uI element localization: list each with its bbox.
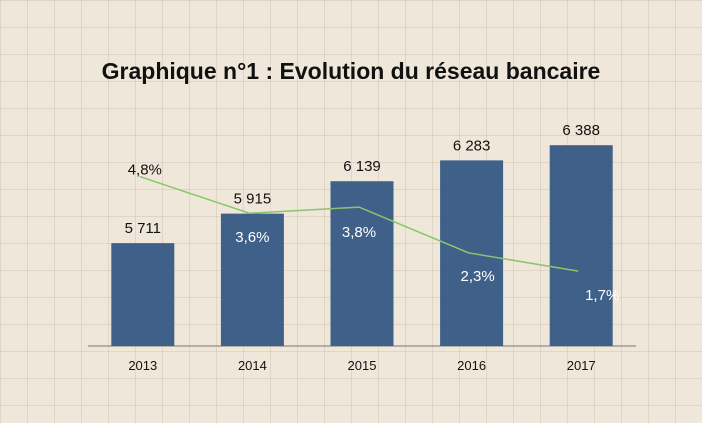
bar-value-label-2014: 5 915 — [234, 191, 272, 208]
bar-value-label-2016: 6 283 — [453, 137, 491, 154]
rate-label-2013: 4,8% — [128, 162, 162, 179]
chart-title: Graphique n°1 : Evolution du réseau banc… — [101, 58, 601, 84]
rate-label-2015: 3,8% — [342, 224, 376, 241]
bar-2017 — [549, 145, 613, 346]
bar-value-label-2017: 6 388 — [562, 122, 600, 139]
bar-value-label-2013: 5 711 — [125, 220, 161, 237]
rate-line — [139, 175, 579, 272]
x-tick-label-2015: 2015 — [348, 358, 377, 373]
bar-2015 — [330, 181, 394, 346]
x-tick-label-2016: 2016 — [457, 358, 486, 373]
x-tick-label-2017: 2017 — [567, 358, 596, 373]
bar-value-label-2015: 6 139 — [343, 158, 381, 175]
rate-label-2017: 1,7% — [585, 287, 619, 304]
x-tick-label-2014: 2014 — [238, 358, 267, 373]
x-tick-label-2013: 2013 — [128, 358, 157, 373]
rate-label-2016: 2,3% — [460, 268, 494, 285]
rate-label-2014: 3,6% — [235, 229, 269, 246]
bar-2014 — [220, 213, 284, 346]
bar-2013 — [111, 243, 175, 346]
